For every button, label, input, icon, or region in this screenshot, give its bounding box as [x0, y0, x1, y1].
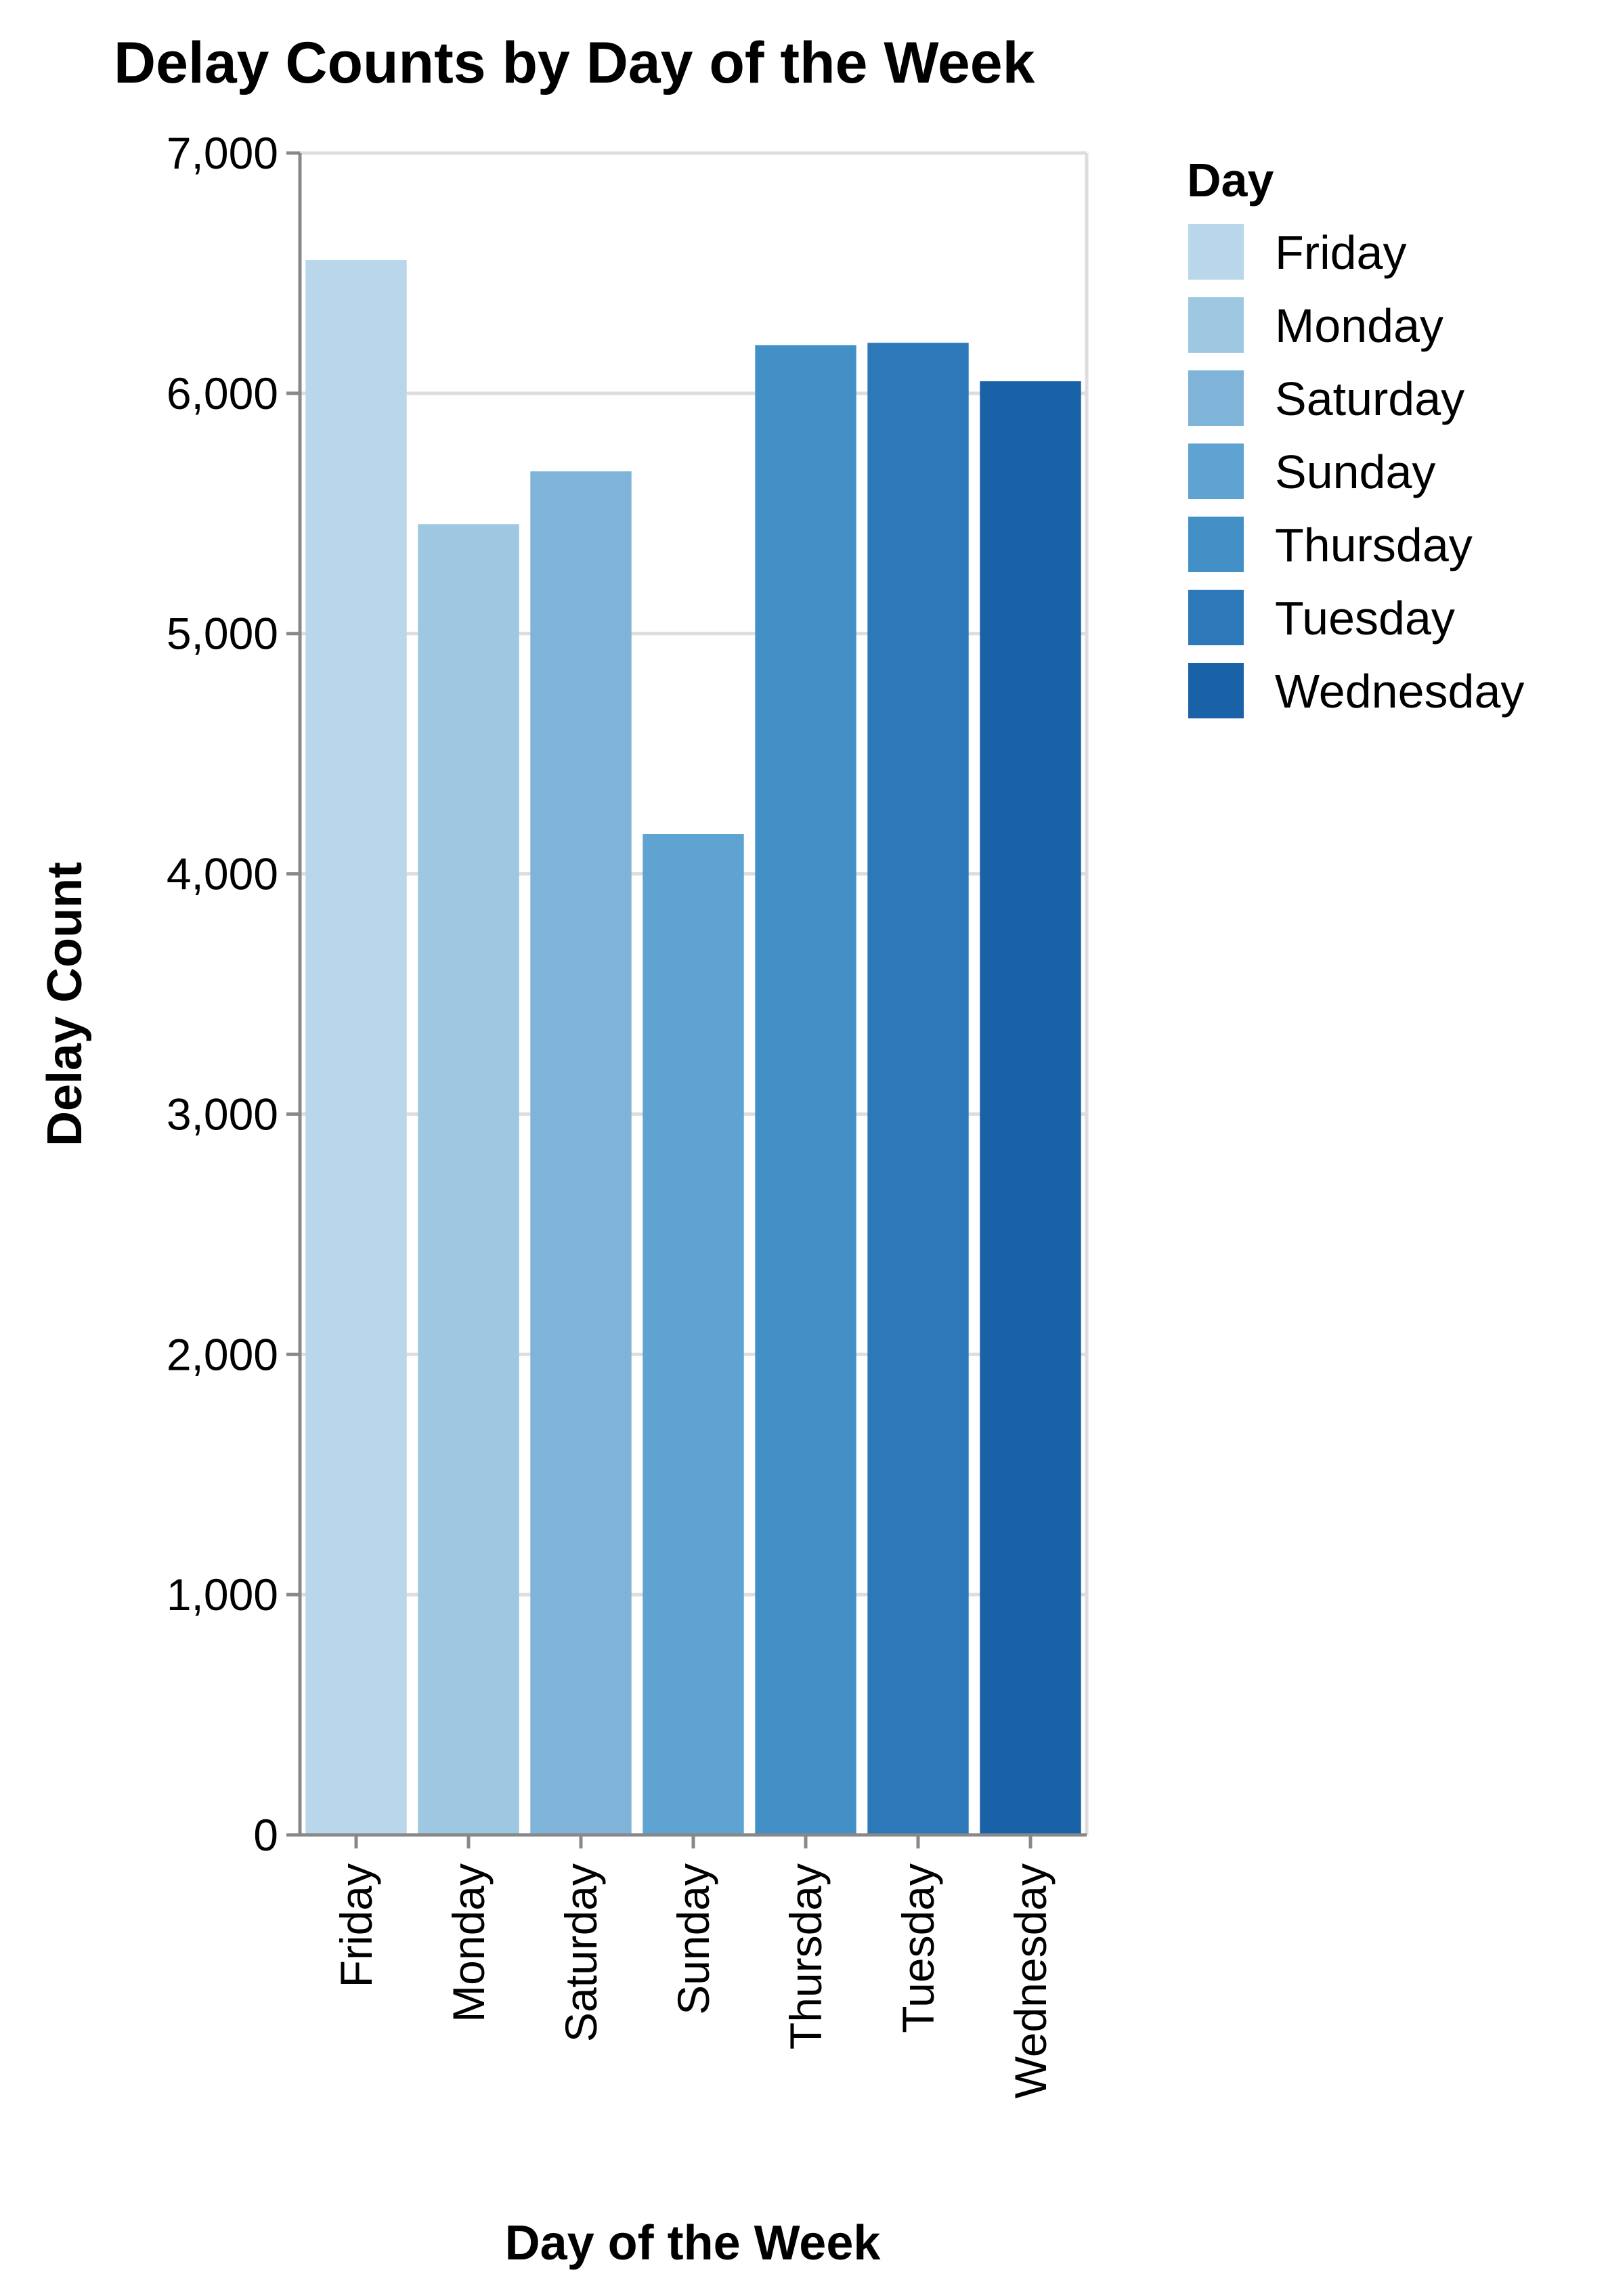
legend-swatch-monday — [1188, 297, 1244, 353]
legend-swatch-tuesday — [1188, 590, 1244, 645]
bar-monday — [418, 524, 519, 1835]
x-axis-title: Day of the Week — [505, 2216, 882, 2270]
y-tick-label: 7,000 — [167, 128, 278, 178]
x-tick-label: Wednesday — [1005, 1863, 1056, 2098]
legend-label: Saturday — [1275, 372, 1464, 425]
y-tick-label: 5,000 — [167, 609, 278, 659]
bar-tuesday — [867, 343, 969, 1835]
y-tick-label: 2,000 — [167, 1329, 278, 1379]
legend: Day Friday Monday Saturday Sunday Thursday Tu… — [1187, 154, 1524, 718]
legend-swatch-saturday — [1188, 370, 1244, 426]
y-tick-label: 4,000 — [167, 849, 278, 899]
x-tick-label: Friday — [331, 1863, 381, 1987]
x-axis-ticks: Friday Monday Saturday Sunday Thursday Tuesda… — [331, 1835, 1056, 2098]
legend-label: Thursday — [1275, 519, 1473, 571]
bar-thursday — [755, 345, 856, 1835]
bars — [305, 259, 1081, 1836]
bar-wednesday — [980, 381, 1081, 1835]
legend-swatch-thursday — [1188, 517, 1244, 572]
legend-label: Sunday — [1275, 446, 1435, 498]
y-tick-label: 3,000 — [167, 1089, 278, 1139]
y-tick-label: 6,000 — [167, 368, 278, 418]
x-tick-label: Sunday — [668, 1863, 718, 2015]
y-tick-label: 0 — [253, 1810, 278, 1860]
bar-friday — [305, 259, 407, 1836]
x-tick-label: Saturday — [556, 1863, 606, 2042]
y-axis-title: Delay Count — [38, 862, 92, 1146]
y-axis-ticks: 0 1,000 2,000 3,000 4,000 5,000 6,000 7,000 — [167, 128, 300, 1860]
legend-title: Day — [1187, 154, 1274, 207]
legend-swatch-wednesday — [1188, 663, 1244, 718]
legend-label: Wednesday — [1275, 665, 1524, 718]
chart-title: Delay Counts by Day of the Week — [114, 30, 1035, 95]
x-tick-label: Tuesday — [893, 1863, 943, 2033]
x-tick-label: Thursday — [781, 1863, 831, 2050]
legend-label: Tuesday — [1275, 592, 1455, 645]
legend-swatch-sunday — [1188, 443, 1244, 499]
legend-swatch-friday — [1188, 224, 1244, 280]
x-tick-label: Monday — [443, 1863, 494, 2022]
legend-label: Monday — [1275, 299, 1443, 352]
bar-saturday — [530, 471, 632, 1835]
legend-label: Friday — [1275, 226, 1406, 279]
y-tick-label: 1,000 — [167, 1569, 278, 1620]
bar-sunday — [643, 834, 744, 1835]
